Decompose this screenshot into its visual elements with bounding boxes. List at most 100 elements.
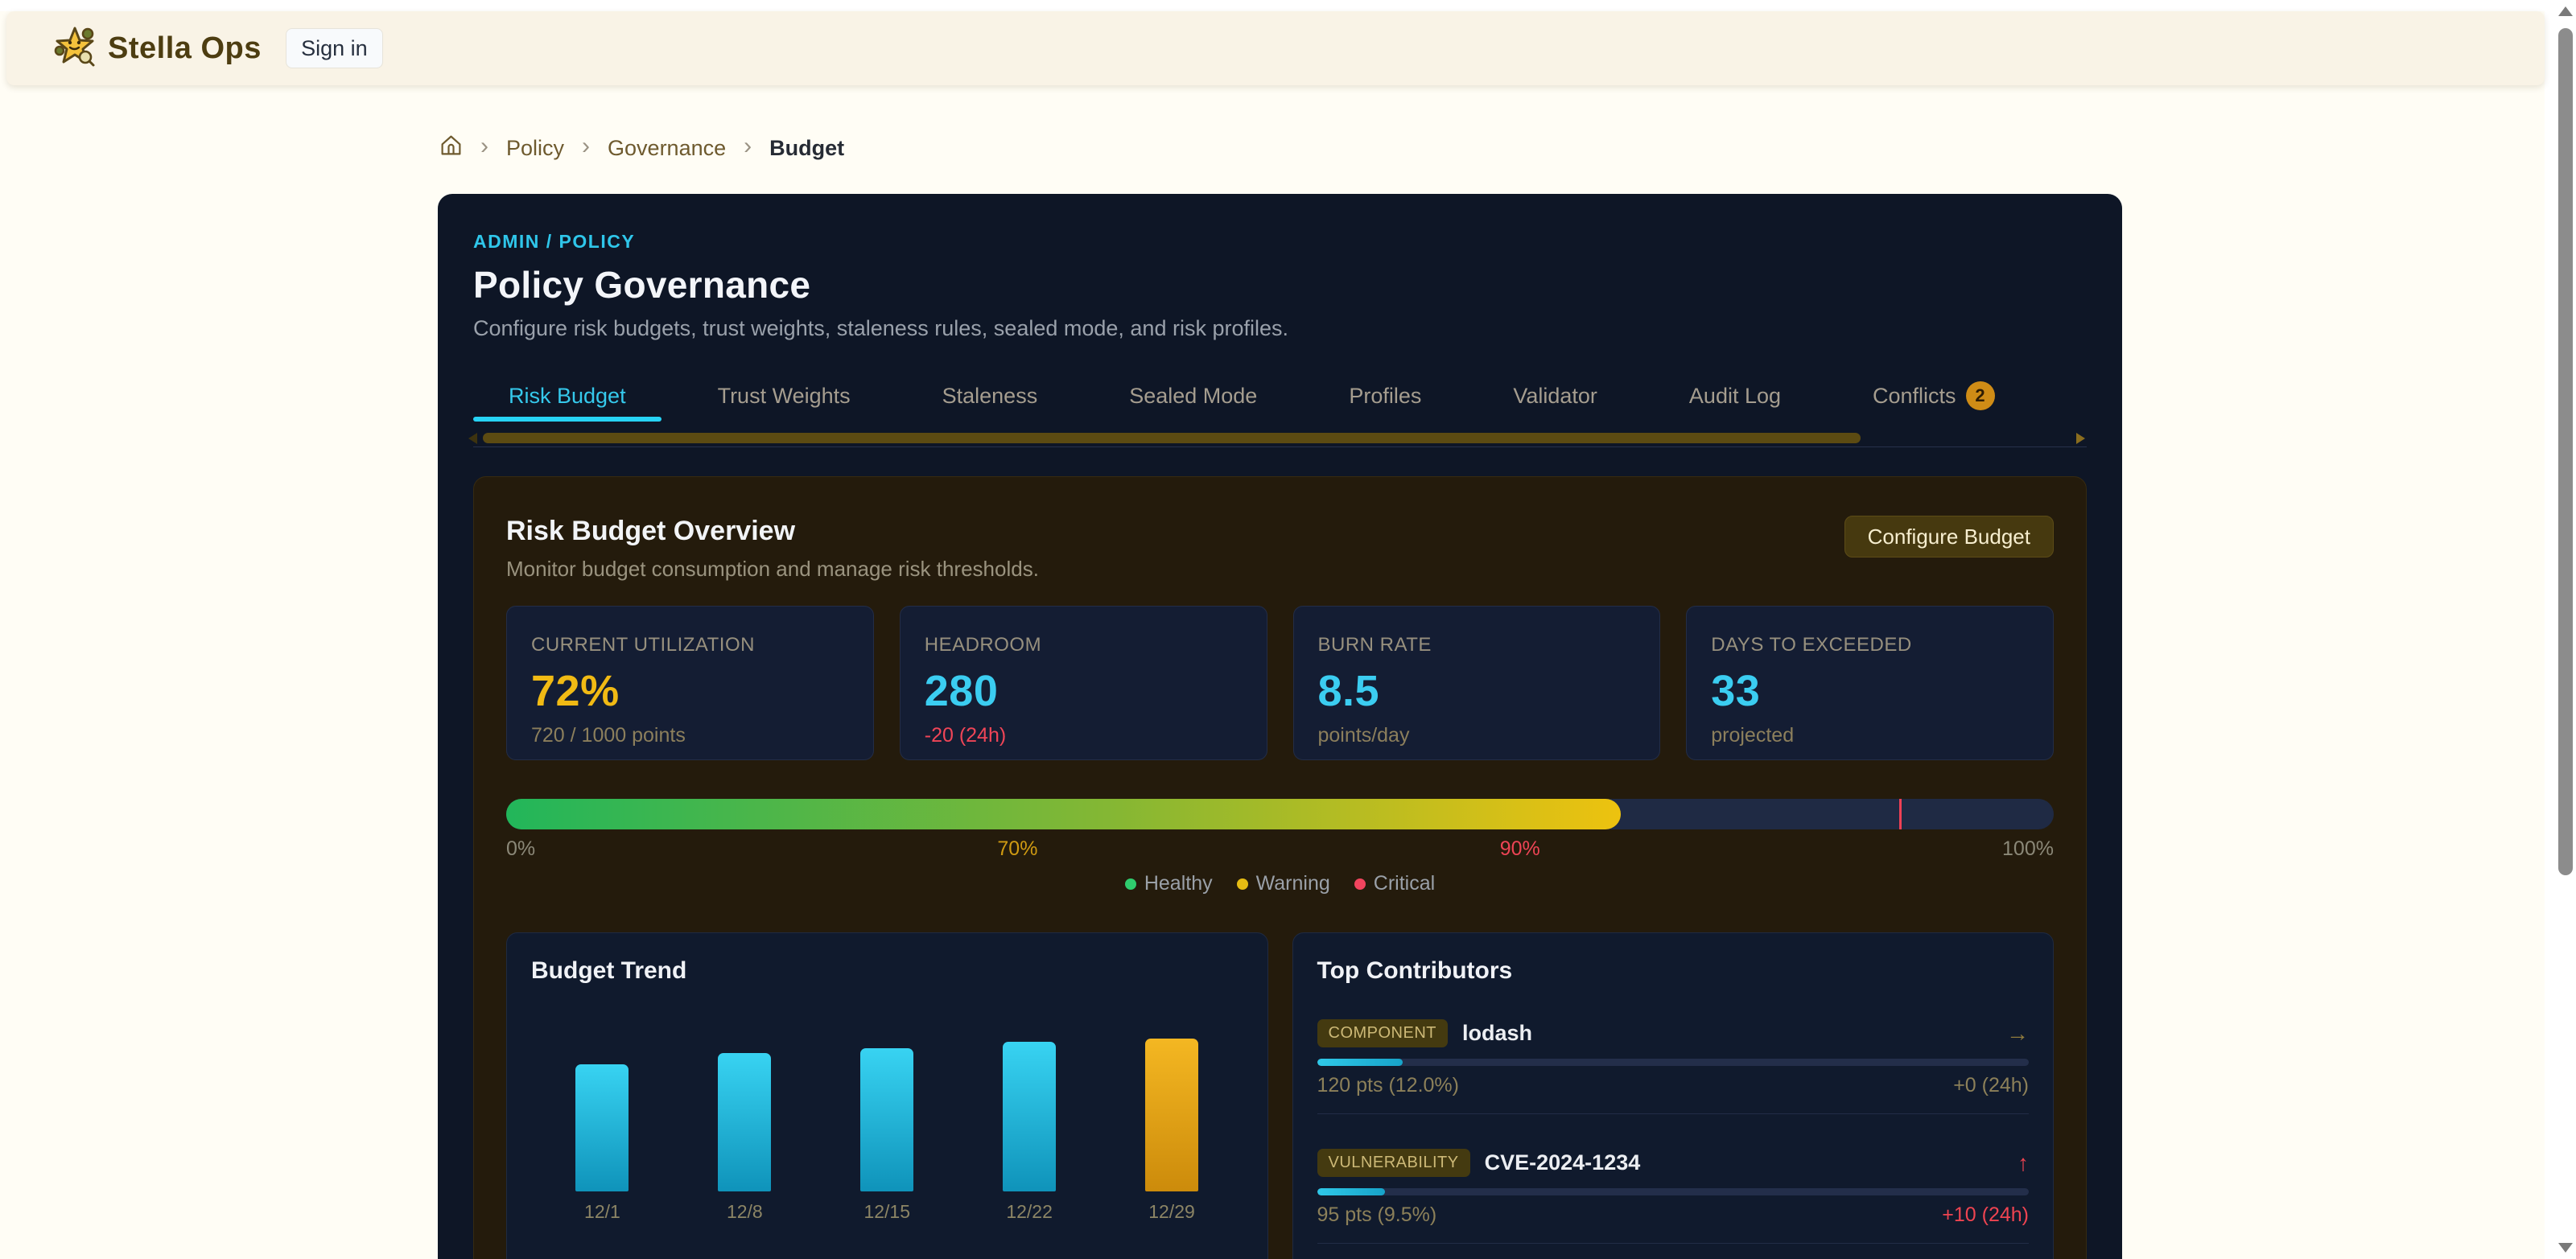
budget-utilization-bar (506, 799, 2054, 829)
trend-bar (1003, 1042, 1057, 1191)
legend-label: Critical (1373, 872, 1436, 895)
browser-vertical-scrollbar[interactable] (2555, 0, 2576, 1259)
tab-horizontal-scrollbar (468, 432, 2087, 444)
page-subtitle: Configure risk budgets, trust weights, s… (473, 316, 1288, 340)
trend-bar (575, 1064, 629, 1191)
points-stat: 120 pts (12.0%) (1317, 1074, 1460, 1096)
threshold-0: 0% (506, 837, 536, 860)
budget-utilization-fill (506, 799, 1621, 829)
home-icon[interactable] (439, 134, 463, 163)
trend-right-arrow-icon: → (2006, 1020, 2029, 1046)
legend-label: Warning (1255, 872, 1330, 895)
active-tab-underline (473, 417, 662, 422)
type-badge: COMPONENT (1317, 1019, 1448, 1047)
tab-label: Audit Log (1688, 383, 1782, 408)
top-contributors-title: Top Contributors (1317, 957, 1513, 984)
x-tick: 12/15 (863, 1201, 910, 1222)
legend-warning: Warning (1236, 872, 1330, 895)
page-title: Policy Governance (473, 264, 811, 306)
contribution-track (1317, 1059, 2029, 1066)
risk-budget-overview-card: Risk Budget Overview Monitor budget cons… (473, 476, 2087, 1259)
tab-validator[interactable]: Validator (1478, 370, 1633, 422)
top-contributors-card: Top Contributors COMPONENT lodash → 120 … (1292, 932, 2054, 1259)
legend-healthy: Healthy (1124, 872, 1213, 895)
trend-bar (860, 1048, 914, 1191)
breadcrumb-governance[interactable]: Governance (608, 135, 727, 160)
metric-value: 72% (531, 667, 620, 715)
policy-governance-panel: ADMIN / POLICY Policy Governance Configu… (438, 194, 2122, 1259)
metric-label: BURN RATE (1317, 634, 1432, 656)
delta-stat: +10 (24h) (1942, 1203, 2029, 1226)
tab-audit-log[interactable]: Audit Log (1654, 370, 1816, 422)
contributor-row-cve-2024-1234[interactable]: VULNERABILITY CVE-2024-1234 ↑ 95 pts (9.… (1317, 1149, 2029, 1244)
metric-value: 280 (924, 667, 999, 715)
breadcrumb-policy[interactable]: Policy (506, 135, 565, 160)
row-divider (1317, 1113, 2029, 1114)
contribution-track (1317, 1188, 2029, 1195)
contribution-fill (1317, 1059, 1403, 1066)
stella-ops-logo-icon (53, 25, 97, 72)
configure-budget-button[interactable]: Configure Budget (1844, 516, 2054, 557)
page-top-margin (0, 0, 2576, 11)
metric-value: 33 (1711, 667, 1761, 715)
tab-sealed-mode[interactable]: Sealed Mode (1094, 370, 1292, 422)
breadcrumb-separator-icon: › (744, 133, 752, 159)
scroll-right-arrow-icon[interactable] (2076, 433, 2085, 444)
legend-label: Healthy (1144, 872, 1213, 895)
breadcrumb: › Policy › Governance › Budget (439, 134, 844, 163)
contributor-row-lodash[interactable]: COMPONENT lodash → 120 pts (12.0%) +0 (2… (1317, 1019, 2029, 1114)
type-badge: VULNERABILITY (1317, 1149, 1470, 1177)
scrollbar-down-arrow-icon[interactable] (2558, 1243, 2573, 1253)
trend-bar (1145, 1039, 1198, 1191)
metric-label: HEADROOM (924, 634, 1042, 656)
metric-sub: points/day (1317, 724, 1410, 747)
brand: Stella Ops (53, 25, 262, 72)
metric-headroom: HEADROOM 280 -20 (24h) (899, 606, 1267, 760)
scroll-left-arrow-icon[interactable] (468, 433, 477, 444)
tab-label: Staleness (942, 383, 1038, 408)
tab-scrollbar-thumb[interactable] (483, 433, 1861, 443)
metric-value: 8.5 (1317, 667, 1380, 715)
tab-conflicts[interactable]: Conflicts 2 (1837, 370, 2030, 422)
trend-bar (718, 1053, 772, 1191)
tab-label: Conflicts (1873, 383, 1956, 408)
tab-profiles[interactable]: Profiles (1313, 370, 1457, 422)
breadcrumb-separator-icon: › (480, 133, 488, 159)
tab-label: Validator (1513, 383, 1597, 408)
metric-burn-rate: BURN RATE 8.5 points/day (1292, 606, 1661, 760)
points-stat: 95 pts (9.5%) (1317, 1203, 1437, 1226)
metric-cards: CURRENT UTILIZATION 72% 720 / 1000 point… (506, 606, 2054, 760)
tab-risk-budget[interactable]: Risk Budget (473, 370, 662, 422)
sign-in-button[interactable]: Sign in (285, 28, 383, 68)
metric-sub: 720 / 1000 points (531, 724, 686, 747)
budget-trend-title: Budget Trend (531, 957, 687, 984)
metric-sub: -20 (24h) (924, 724, 1007, 747)
critical-dot-icon (1354, 878, 1366, 890)
metric-days-to-exceeded: DAYS TO EXCEEDED 33 projected (1686, 606, 2054, 760)
tab-trust-weights[interactable]: Trust Weights (682, 370, 886, 422)
scrollbar-thumb[interactable] (2558, 28, 2573, 875)
scrollbar-up-arrow-icon[interactable] (2558, 6, 2573, 16)
breadcrumb-separator-icon: › (582, 133, 591, 159)
critical-threshold-marker (1898, 799, 1902, 829)
tab-label: Trust Weights (717, 383, 851, 408)
tab-label: Profiles (1349, 383, 1422, 408)
tab-bar-divider (473, 446, 2087, 447)
threshold-90: 90% (1499, 837, 1540, 860)
overview-bottom-grid: Budget Trend 12/1 12/8 12/15 12/22 12/29 (506, 932, 2054, 1259)
overview-title: Risk Budget Overview (506, 516, 796, 546)
contribution-fill (1317, 1188, 1385, 1195)
row-divider (1317, 1243, 2029, 1244)
threshold-labels: 0% 70% 90% 100% (506, 837, 2054, 861)
tab-staleness[interactable]: Staleness (907, 370, 1074, 422)
threshold-100: 100% (2002, 837, 2054, 860)
legend-critical: Critical (1354, 872, 1435, 895)
warning-dot-icon (1236, 878, 1248, 890)
metric-label: CURRENT UTILIZATION (531, 634, 755, 656)
contributor-name: CVE-2024-1234 (1484, 1150, 1641, 1175)
breadcrumb-budget-current: Budget (769, 135, 845, 160)
trend-up-arrow-icon: ↑ (2018, 1150, 2029, 1175)
tab-plugins-clipped[interactable]: Pl (2051, 370, 2088, 422)
budget-trend-chart (531, 1031, 1243, 1191)
overview-subtitle: Monitor budget consumption and manage ri… (506, 557, 1039, 581)
